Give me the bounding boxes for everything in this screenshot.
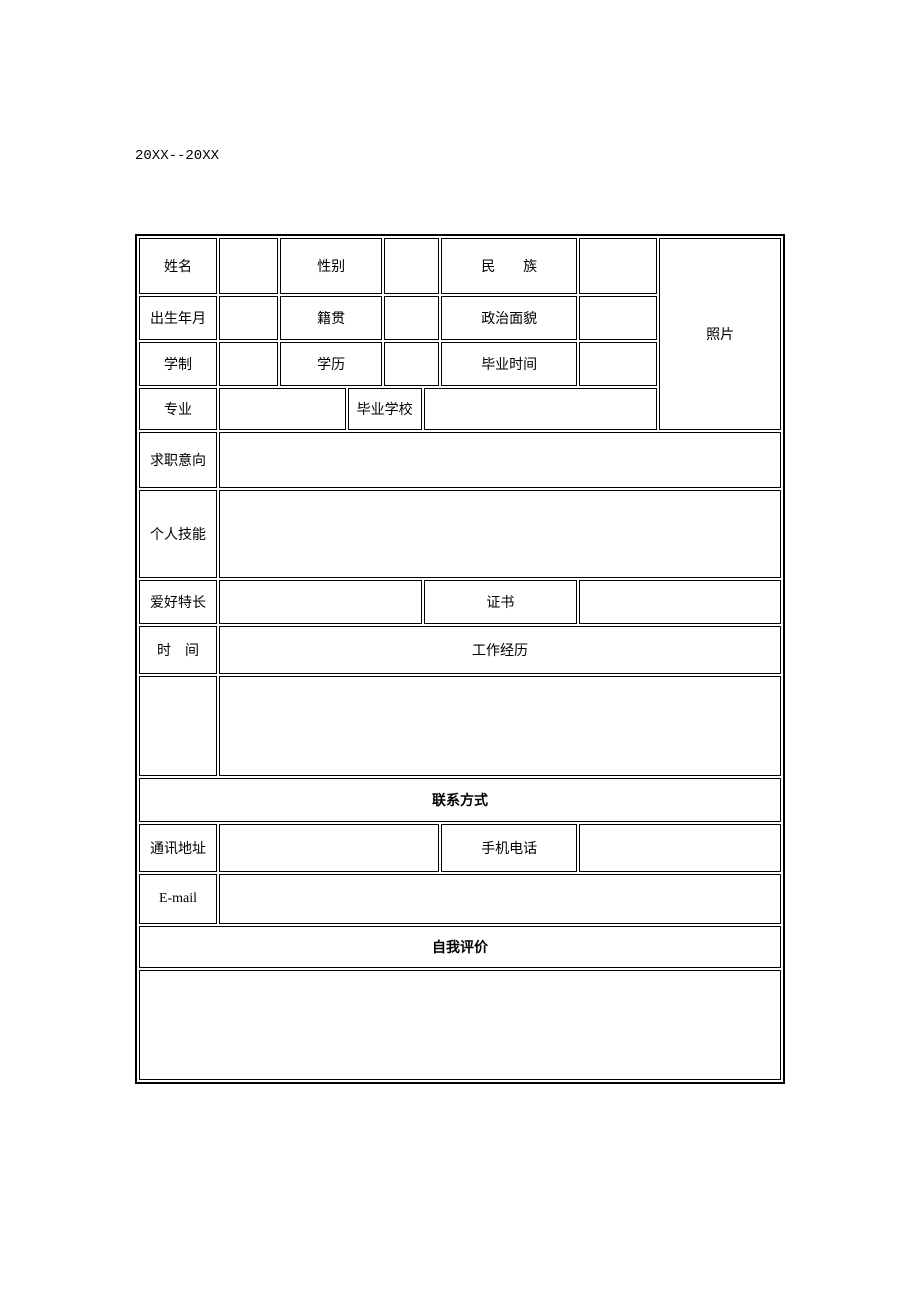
value-name [219,238,278,294]
value-birth [219,296,278,340]
value-address [219,824,439,872]
label-skills: 个人技能 [139,490,217,578]
label-hobbies: 爱好特长 [139,580,217,624]
header-self-eval: 自我评价 [139,926,781,968]
value-gender [384,238,439,294]
label-education: 学历 [280,342,382,386]
value-hobbies [219,580,422,624]
value-email [219,874,781,924]
label-photo: 照片 [659,238,781,430]
label-ethnicity: 民 族 [441,238,577,294]
label-work-exp: 工作经历 [219,626,781,674]
value-political [579,296,657,340]
value-ethnicity [579,238,657,294]
label-name: 姓名 [139,238,217,294]
value-grad-time [579,342,657,386]
label-grad-school: 毕业学校 [348,388,422,430]
value-time [139,676,217,776]
resume-form-table: 姓名 性别 民 族 照片 出生年月 籍贯 政治面貌 学制 学历 毕业时间 专业 [135,234,785,1084]
label-address: 通讯地址 [139,824,217,872]
header-contact: 联系方式 [139,778,781,822]
value-self-eval [139,970,781,1080]
label-school-system: 学制 [139,342,217,386]
label-native-place: 籍贯 [280,296,382,340]
value-school-system [219,342,278,386]
label-certificates: 证书 [424,580,578,624]
label-email: E-mail [139,874,217,924]
label-major: 专业 [139,388,217,430]
value-skills [219,490,781,578]
value-grad-school [424,388,658,430]
label-political: 政治面貌 [441,296,577,340]
header-date-range: 20XX--20XX [135,148,785,164]
value-work-exp [219,676,781,776]
value-certificates [579,580,781,624]
label-birth: 出生年月 [139,296,217,340]
label-grad-time: 毕业时间 [441,342,577,386]
value-phone [579,824,781,872]
value-major [219,388,346,430]
label-gender: 性别 [280,238,382,294]
label-job-intent: 求职意向 [139,432,217,488]
label-phone: 手机电话 [441,824,577,872]
label-time: 时 间 [139,626,217,674]
value-education [384,342,439,386]
value-native-place [384,296,439,340]
value-job-intent [219,432,781,488]
